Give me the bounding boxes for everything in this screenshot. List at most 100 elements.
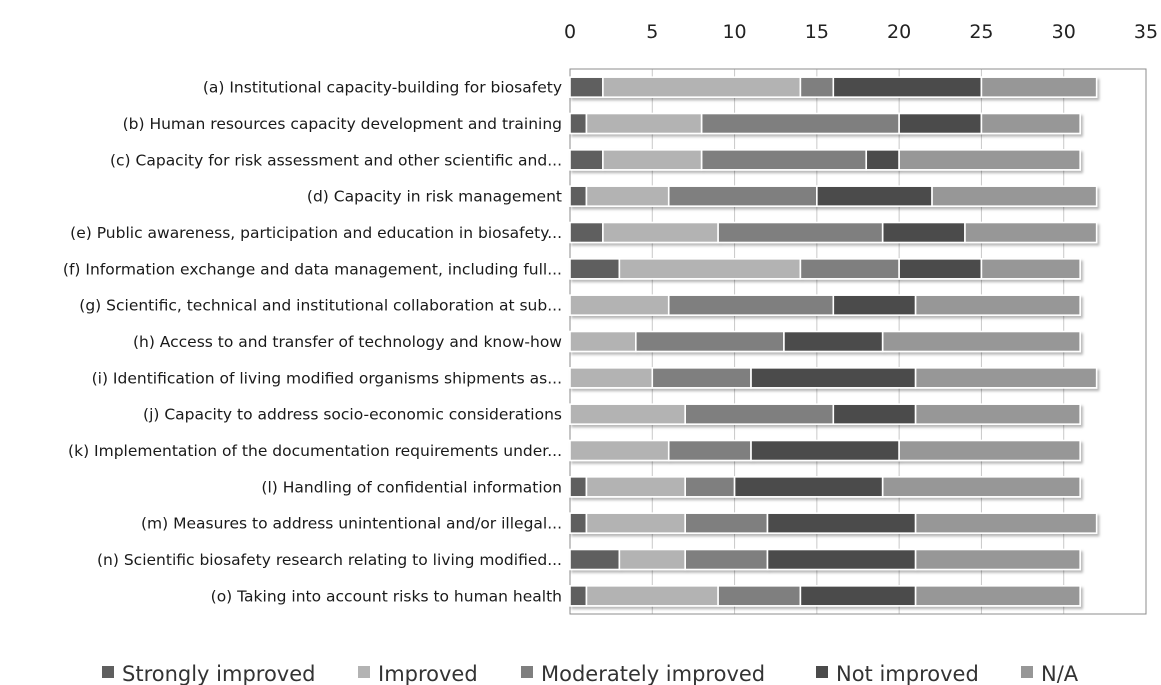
category-labels: (a) Institutional capacity-building for …	[63, 79, 562, 606]
legend-label: Improved	[378, 662, 478, 685]
bar-segment	[898, 439, 1081, 462]
legend-label: Moderately improved	[541, 662, 765, 685]
category-label: (n) Scientific biosafety research relati…	[97, 551, 562, 569]
category-label: (a) Institutional capacity-building for …	[203, 79, 562, 97]
bar-segment	[816, 185, 933, 207]
bar-segment	[667, 439, 752, 462]
x-tick-label: 30	[1052, 21, 1076, 43]
legend: Strongly improved Improved Moderately impr…	[102, 662, 1079, 685]
bar-segment	[569, 221, 604, 244]
category-label: (l) Handling of confidential information	[261, 478, 562, 496]
legend-swatch	[1021, 666, 1033, 678]
bar-segment	[898, 112, 983, 135]
bars	[569, 76, 1098, 607]
bar-segment	[750, 439, 900, 462]
x-tick-label: 15	[805, 21, 829, 43]
bar-segment	[618, 548, 686, 571]
bar-segment	[602, 149, 703, 171]
bar-segment	[881, 330, 1081, 353]
bar-segment	[618, 258, 802, 280]
bar-segment	[914, 294, 1081, 316]
bar-segment	[865, 149, 900, 171]
category-label: (m) Measures to address unintentional an…	[141, 515, 562, 533]
bar-segment	[684, 476, 736, 498]
category-label: (b) Human resources capacity development…	[123, 115, 562, 133]
category-label: (f) Information exchange and data manage…	[63, 260, 562, 278]
bar-segment	[569, 185, 588, 207]
bar-segment	[585, 476, 687, 498]
bar-segment	[914, 512, 1098, 534]
bar-segment	[569, 76, 604, 98]
bar-segment	[799, 76, 835, 98]
bar-segment	[667, 294, 835, 316]
bar-segment	[881, 221, 966, 244]
category-label: (j) Capacity to address socio-economic c…	[143, 406, 562, 424]
bar-segment	[569, 258, 621, 280]
category-label: (e) Public awareness, participation and …	[70, 224, 562, 242]
bar-segment	[980, 258, 1081, 280]
bar-segment	[569, 439, 670, 462]
category-label: (k) Implementation of the documentation …	[68, 442, 562, 460]
category-label: (o) Taking into account risks to human h…	[211, 587, 562, 605]
bar-segment	[783, 330, 884, 353]
bar-segment	[898, 258, 983, 280]
bar-segment	[980, 112, 1081, 135]
category-label: (c) Capacity for risk assessment and oth…	[110, 151, 562, 169]
bar-segment	[898, 149, 1081, 171]
bar-segment	[881, 476, 1081, 498]
bar-segment	[684, 403, 835, 425]
bar-segment	[914, 548, 1081, 571]
x-tick-label: 25	[969, 21, 993, 43]
bar-segment	[832, 76, 983, 98]
bar-segment	[733, 476, 884, 498]
legend-label: N/A	[1041, 662, 1079, 685]
bar-segment	[766, 512, 917, 534]
bar-segment	[964, 221, 1098, 244]
legend-swatch	[521, 666, 533, 678]
x-tick-label: 10	[722, 21, 746, 43]
bar-segment	[799, 258, 900, 280]
bar-segment	[684, 548, 769, 571]
bar-segment	[602, 76, 802, 98]
bar-segment	[569, 548, 621, 571]
bar-segment	[980, 76, 1098, 98]
legend-swatch	[102, 666, 114, 678]
bar-segment	[684, 512, 769, 534]
x-tick-label: 35	[1134, 21, 1158, 43]
bar-segment	[667, 185, 818, 207]
x-tick-label: 20	[887, 21, 911, 43]
bar-segment	[585, 512, 687, 534]
legend-label: Strongly improved	[122, 662, 315, 685]
bar-segment	[569, 112, 588, 135]
bar-segment	[832, 403, 917, 425]
bar-segment	[700, 112, 900, 135]
bar-segment	[914, 585, 1081, 607]
bar-segment	[569, 585, 588, 607]
bar-segment	[717, 585, 802, 607]
bar-segment	[931, 185, 1098, 207]
category-label: (d) Capacity in risk management	[307, 188, 562, 206]
bar-segment	[585, 185, 670, 207]
bar-segment	[832, 294, 917, 316]
category-label: (h) Access to and transfer of technology…	[133, 333, 562, 351]
bar-segment	[585, 112, 703, 135]
bar-segment	[585, 585, 719, 607]
bar-segment	[700, 149, 868, 171]
x-tick-label: 0	[564, 21, 576, 43]
category-label: (i) Identification of living modified or…	[92, 369, 562, 387]
bar-segment	[569, 476, 588, 498]
bar-segment	[766, 548, 917, 571]
legend-swatch	[816, 666, 828, 678]
bar-segment	[602, 221, 719, 244]
bar-segment	[914, 403, 1081, 425]
bar-segment	[569, 367, 654, 389]
bar-segment	[750, 367, 917, 389]
x-tick-label: 5	[646, 21, 658, 43]
legend-label: Not improved	[836, 662, 979, 685]
bar-segment	[569, 330, 637, 353]
x-axis-tick-labels: 0 5 10 15 20 25 30 35	[564, 21, 1158, 43]
legend-swatch	[358, 666, 370, 678]
bar-segment	[651, 367, 752, 389]
bar-segment	[717, 221, 884, 244]
